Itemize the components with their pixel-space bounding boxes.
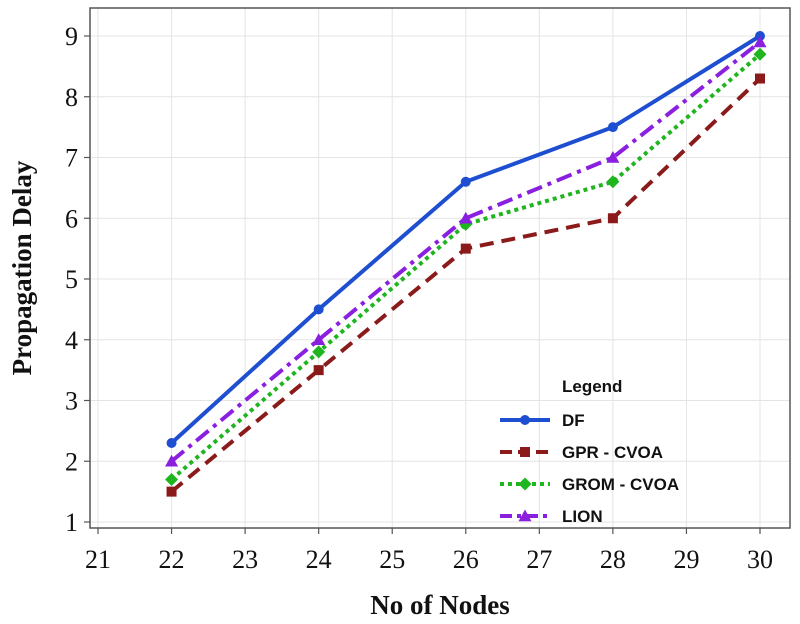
data-point-gpr-cvoa [607, 213, 618, 224]
legend-item-lion: LION [500, 507, 603, 526]
series-line-grom-cvoa [170, 52, 762, 481]
x-tick-label: 23 [232, 545, 258, 574]
legend-marker-grom-cvoa [518, 477, 532, 491]
y-tick-label: 1 [65, 508, 78, 537]
data-point-df [460, 176, 471, 187]
y-tick-label: 7 [65, 144, 78, 173]
data-point-lion [606, 151, 620, 163]
x-tick-label: 21 [85, 545, 111, 574]
x-tick-label: 29 [673, 545, 699, 574]
data-point-lion [165, 454, 179, 467]
x-axis-title: No of Nodes [370, 590, 510, 620]
x-tick-label: 28 [600, 545, 626, 574]
data-point-grom-cvoa [165, 472, 179, 486]
y-axis-title: Propagation Delay [7, 160, 37, 375]
legend-item-df: DF [500, 411, 585, 430]
series-lion [165, 35, 767, 467]
y-tick-label: 8 [65, 83, 78, 112]
legend-label-lion: LION [562, 507, 603, 526]
data-point-df [607, 122, 618, 133]
data-point-grom-cvoa [606, 175, 620, 189]
legend-marker-gpr-cvoa [520, 447, 530, 457]
data-point-gpr-cvoa [166, 486, 177, 497]
y-tick-label: 5 [65, 265, 78, 294]
legend-marker-df [520, 415, 530, 425]
data-point-gpr-cvoa [755, 73, 765, 84]
legend-label-gpr-cvoa: GPR - CVOA [562, 443, 663, 462]
data-point-grom-cvoa [753, 47, 767, 61]
x-axis-ticks: 21 22 23 24 25 26 27 28 29 30 [85, 528, 773, 574]
legend-title: Legend [562, 377, 622, 396]
x-tick-label: 25 [379, 545, 405, 574]
data-point-gpr-cvoa [460, 243, 471, 254]
plot-frame [89, 7, 791, 529]
grid [90, 8, 790, 528]
x-tick-label: 22 [159, 545, 185, 574]
x-tick-label: 30 [747, 545, 773, 574]
x-tick-label: 26 [453, 545, 479, 574]
legend: Legend DF GPR - CVOA GROM - CVOA LION [500, 377, 679, 526]
data-point-lion [753, 35, 767, 48]
y-tick-label: 4 [65, 326, 78, 355]
y-tick-label: 3 [65, 387, 78, 416]
data-point-gpr-cvoa [313, 365, 324, 376]
series-lines [165, 31, 767, 497]
data-point-df [313, 304, 324, 315]
data-point-lion [312, 333, 326, 345]
legend-label-grom-cvoa: GROM - CVOA [562, 475, 679, 494]
data-point-lion [459, 211, 473, 224]
y-tick-label: 2 [65, 447, 78, 476]
y-tick-label: 6 [65, 204, 78, 233]
y-axis-ticks: 1 2 3 4 5 6 7 8 9 [65, 22, 90, 537]
series-gpr-cvoa [166, 73, 765, 497]
data-point-grom-cvoa [312, 345, 326, 359]
y-tick-label: 9 [65, 22, 78, 51]
legend-item-grom-cvoa: GROM - CVOA [500, 475, 679, 494]
data-point-df [166, 438, 177, 449]
x-tick-label: 27 [526, 545, 552, 574]
legend-marker-lion [518, 509, 532, 522]
x-tick-label: 24 [306, 545, 332, 574]
legend-item-gpr-cvoa: GPR - CVOA [500, 443, 663, 462]
legend-label-df: DF [562, 411, 585, 430]
